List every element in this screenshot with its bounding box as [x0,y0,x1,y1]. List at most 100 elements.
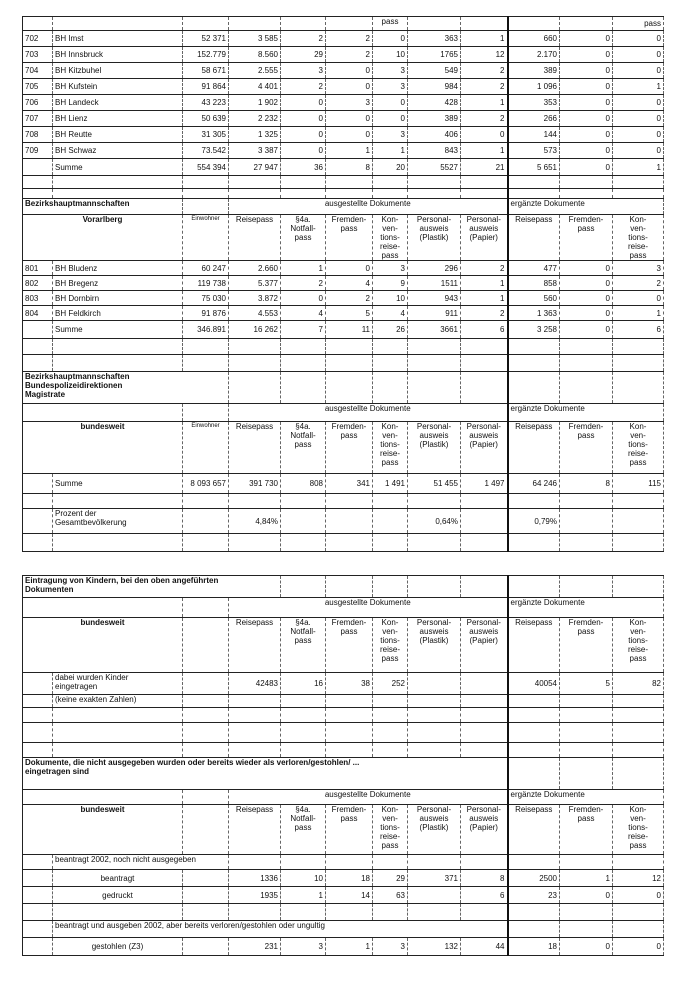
value-notfallpass: 0 [280,142,326,159]
einwohner-header [182,617,229,673]
empty-cell [507,493,560,509]
summe-erg-konventionsreisepass: 1 [612,158,664,176]
empty-cell [325,742,373,758]
empty-cell [559,707,613,723]
district-name: BH Schwaz [52,142,183,159]
value-fremdenpass: 4 [325,275,373,291]
value-erg-konventionsreisepass: 0 [612,30,664,47]
note-row: (keine exakten Zahlen) [22,694,664,708]
value-personalausweis-plastik: 984 [407,78,461,95]
empty-cell [507,903,560,921]
value-einwohner: 60 247 [182,260,229,276]
value-konventionsreisepass: 0 [372,94,408,111]
value-reisepass: 3 387 [228,142,281,159]
column-header-notfallpass: §4a. Notfall- pass [280,617,326,673]
value-reisepass: 42483 [228,672,281,695]
value-personalausweis-papier: 12 [460,46,509,63]
value-notfallpass: 0 [280,126,326,143]
column-header-personalausweis-papier: Personal- ausweis (Papier) [460,804,509,855]
group-header-row: ausgestellte Dokumente ergänzte Dokumente [22,403,664,422]
empty-cell [22,16,53,31]
column-header-reisepass: Reisepass [228,804,281,855]
summe-reisepass: 391 730 [228,473,281,494]
empty-cell [612,854,664,870]
empty-cell [182,354,229,372]
value-fremdenpass: 3 [325,94,373,111]
value-einwohner: 73.542 [182,142,229,159]
value-erg-konventionsreisepass: 2 [612,275,664,291]
empty-cell [52,493,183,509]
summe-personalausweis-papier: 21 [460,158,509,176]
summe-fremdenpass: 8 [325,158,373,176]
empty-cell [228,722,281,743]
section-title: Bezirkshauptmannschaften [22,198,183,215]
column-header-notfallpass: §4a. Notfall- pass [280,804,326,855]
empty-cell [559,338,613,355]
value-konventionsreisepass: 3 [372,78,408,95]
empty-cell [22,338,53,355]
percent-konventionsreisepass [372,508,408,534]
value-konventionsreisepass: 63 [372,886,408,904]
value-erg-konventionsreisepass: 0 [612,126,664,143]
supplemented-documents-header: ergänzte Dokumente [507,403,664,422]
empty-cell [612,371,664,404]
value-konventionsreisepass: 1 [372,142,408,159]
empty-cell [559,16,613,31]
empty-cell [22,722,53,743]
column-header-erg-fremdenpass: Fremden- pass [559,214,613,261]
empty-cell [407,371,461,404]
empty-cell [460,742,509,758]
blank-row [22,354,664,372]
value-reisepass: 1935 [228,886,281,904]
empty-cell [612,533,664,552]
empty-cell [182,722,229,743]
empty-cell [228,903,281,921]
table-row: 803 BH Dornbirn 75 030 3.872 0 2 10 943 1 560 0 0 [22,290,664,306]
district-code: 801 [22,260,53,276]
region-label: Vorarlberg [22,214,183,261]
column-header-konventionsreisepass: Kon- ven- tions- reise- pass [372,617,408,673]
value-einwohner: 75 030 [182,290,229,306]
district-name: BH Kufstein [52,78,183,95]
empty-cell [22,694,53,708]
empty-cell [228,175,281,189]
percent-personalausweis-plastik: 0,64% [407,508,461,534]
empty-cell [280,742,326,758]
empty-cell [559,920,613,938]
percent-erg-konventionsreisepass [612,508,664,534]
empty-cell [22,854,53,870]
empty-cell [22,937,53,956]
value-personalausweis-papier: 1 [460,275,509,291]
column-header-row: Vorarlberg Einwohner Reisepass §4a. Notfall… [22,214,664,261]
empty-cell [612,338,664,355]
value-personalausweis-papier: 2 [460,78,509,95]
value-personalausweis-plastik: 843 [407,142,461,159]
issued-documents-header: ausgestellte Dokumente [228,198,509,215]
empty-cell [280,338,326,355]
table-row: 702 BH Imst 52 371 3 585 2 2 0 363 1 660 0 0 [22,30,664,47]
value-erg-fremdenpass: 0 [559,260,613,276]
table-row: 706 BH Landeck 43 223 1 902 0 3 0 428 1 353 0 0 [22,94,664,111]
value-reisepass: 1 902 [228,94,281,111]
empty-cell [372,188,408,199]
value-personalausweis-plastik: 296 [407,260,461,276]
empty-cell [280,722,326,743]
value-notfallpass: 3 [280,937,326,956]
empty-cell [507,707,560,723]
value-fremdenpass: 2 [325,290,373,306]
value-konventionsreisepass: 0 [372,30,408,47]
summe-einwohner: 554 394 [182,158,229,176]
district-name: BH Imst [52,30,183,47]
district-code: 804 [22,305,53,321]
empty-cell [22,533,53,552]
value-einwohner [182,672,229,695]
empty-cell [407,16,461,31]
empty-cell [22,473,53,494]
summe-personalausweis-plastik: 51 455 [407,473,461,494]
empty-cell [507,757,560,790]
district-name: BH Reutte [52,126,183,143]
region-label: bundesweit [22,617,183,673]
value-personalausweis-plastik: 549 [407,62,461,79]
empty-cell [325,903,373,921]
value-notfallpass: 1 [280,886,326,904]
